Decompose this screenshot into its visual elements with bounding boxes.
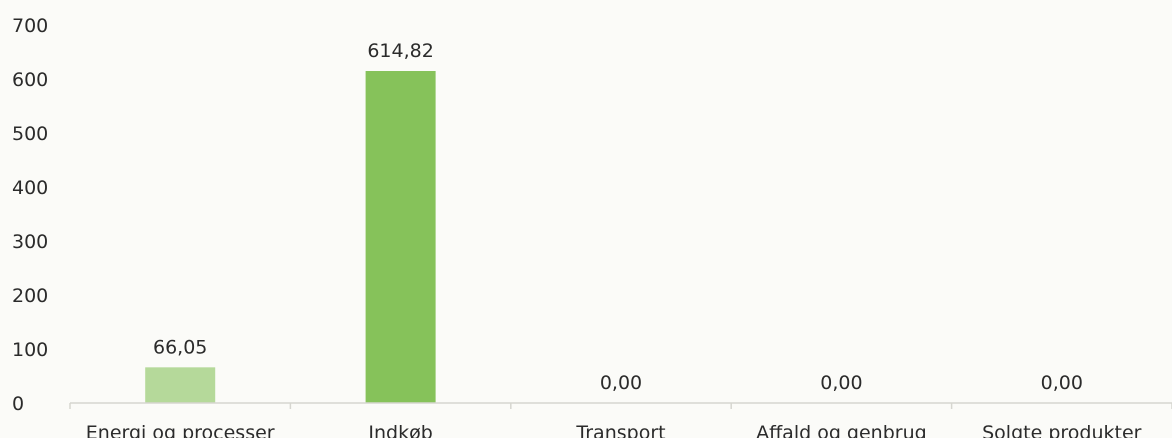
y-tick-label: 300: [12, 231, 48, 253]
data-label: 66,05: [153, 336, 207, 358]
category-label: Transport: [575, 422, 665, 438]
y-tick-label: 600: [12, 69, 48, 91]
y-tick-label: 500: [12, 123, 48, 145]
bar-0: [145, 367, 216, 403]
category-label: Indkøb: [368, 422, 432, 438]
y-axis-ticks: 0 100 200 300 400 500 600 700: [12, 15, 48, 415]
data-label: 0,00: [820, 372, 862, 394]
category-labels: Energi og processer Indkøb Transport Affald…: [86, 422, 1142, 438]
category-label: Energi og processer: [86, 422, 275, 438]
y-tick-label: 100: [12, 339, 48, 361]
category-label: Solgte produkter: [982, 422, 1142, 438]
y-tick-label: 200: [12, 285, 48, 307]
category-label: Affald og genbrug: [756, 422, 927, 438]
data-labels: 66,05 614,82 0,00 0,00 0,00: [153, 40, 1083, 394]
y-tick-label: 700: [12, 15, 48, 37]
y-tick-label: 0: [12, 393, 24, 415]
bars: [145, 70, 436, 404]
bar-1: [365, 70, 436, 404]
x-axis-ticks: [69, 403, 1172, 409]
y-tick-label: 400: [12, 177, 48, 199]
data-label: 0,00: [1041, 372, 1083, 394]
data-label: 614,82: [367, 40, 433, 62]
data-label: 0,00: [600, 372, 642, 394]
